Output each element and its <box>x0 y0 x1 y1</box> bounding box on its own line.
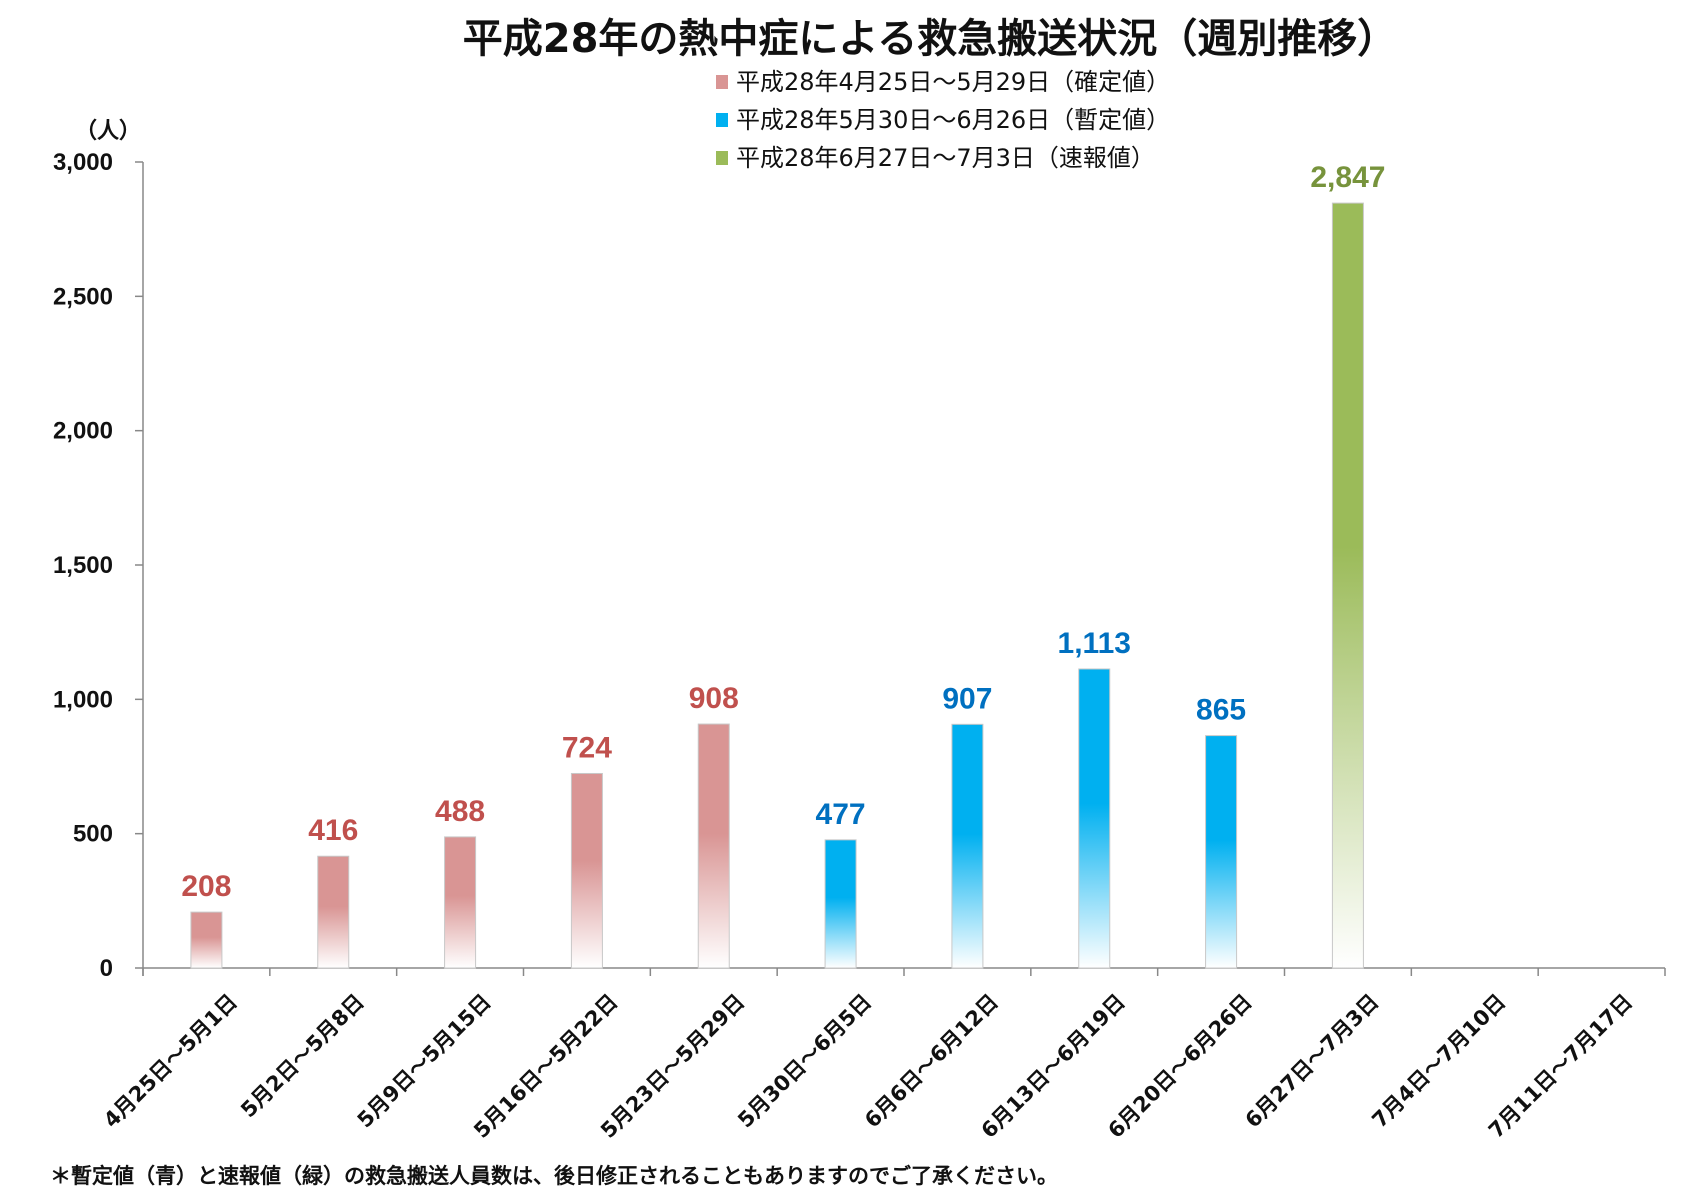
x-tick-label: 5月2日～5月8日 <box>236 990 369 1123</box>
bar <box>1205 735 1238 969</box>
data-label: 477 <box>816 798 866 831</box>
x-tick-label: 4月25日～5月1日 <box>99 990 242 1133</box>
x-tick-label: 7月4日～7月10日 <box>1367 990 1510 1133</box>
x-tick-label: 6月13日～6月19日 <box>977 990 1130 1143</box>
x-axis: 4月25日～5月1日5月2日～5月8日5月9日～5月15日5月16日～5月22日… <box>99 967 1666 1143</box>
legend-swatch <box>716 75 728 89</box>
x-tick-label: 7月11日～7月17日 <box>1484 990 1637 1143</box>
legend-label: 平成28年5月30日～6月26日（暫定値） <box>736 106 1170 134</box>
x-tick-label: 5月30日～6月5日 <box>733 990 876 1133</box>
bar <box>697 723 730 969</box>
legend-label: 平成28年6月27日～7月3日（速報値） <box>736 144 1155 172</box>
data-label: 907 <box>942 682 992 715</box>
data-label: 208 <box>181 870 231 903</box>
data-label: 488 <box>435 795 485 828</box>
legend: 平成28年4月25日～5月29日（確定値） 平成28年5月30日～6月26日（暫定… <box>716 68 1170 172</box>
y-tick-label: 3,000 <box>53 149 113 176</box>
y-axis: 0 500 1,000 1,500 2,000 2,500 3,000 <box>53 149 144 982</box>
bar <box>1331 202 1364 969</box>
y-tick-label: 0 <box>100 955 113 982</box>
y-tick-label: 2,500 <box>53 283 113 310</box>
legend-label: 平成28年4月25日～5月29日（確定値） <box>736 68 1170 96</box>
data-label: 416 <box>308 814 358 847</box>
y-tick-label: 1,000 <box>53 686 113 713</box>
x-tick-label: 5月23日～5月29日 <box>596 990 749 1143</box>
legend-swatch <box>716 151 728 165</box>
legend-swatch <box>716 113 728 127</box>
bar <box>1078 668 1111 969</box>
bar <box>317 855 350 969</box>
data-label: 724 <box>562 731 612 764</box>
bars: 208 416 488 724 908 477 907 1,113 865 2,847 <box>181 161 1385 969</box>
x-tick-label: 6月6日～6月12日 <box>860 990 1003 1133</box>
data-label: 908 <box>689 682 739 715</box>
data-label: 1,113 <box>1058 627 1131 660</box>
chart-title: 平成28年の熱中症による救急搬送状況（週別推移） <box>463 16 1397 62</box>
x-tick-label: 5月16日～5月22日 <box>469 990 622 1143</box>
data-label: 2,847 <box>1310 161 1385 194</box>
x-tick-label: 6月20日～6月26日 <box>1103 990 1256 1143</box>
y-tick-label: 500 <box>73 821 113 848</box>
y-tick-label: 2,000 <box>53 418 113 445</box>
bar <box>570 772 603 969</box>
data-label: 865 <box>1196 694 1246 727</box>
x-tick-label: 6月27日～7月3日 <box>1241 990 1384 1133</box>
y-axis-unit: （人） <box>75 119 141 144</box>
x-tick-label: 5月9日～5月15日 <box>353 990 496 1133</box>
footnote: ＊暫定値（青）と速報値（緑）の救急搬送人員数は、後日修正されることもありますので… <box>50 1164 1058 1188</box>
y-tick-label: 1,500 <box>53 552 113 579</box>
bar <box>951 723 984 969</box>
bar <box>444 836 477 969</box>
bar <box>824 839 857 969</box>
bar <box>190 911 223 969</box>
